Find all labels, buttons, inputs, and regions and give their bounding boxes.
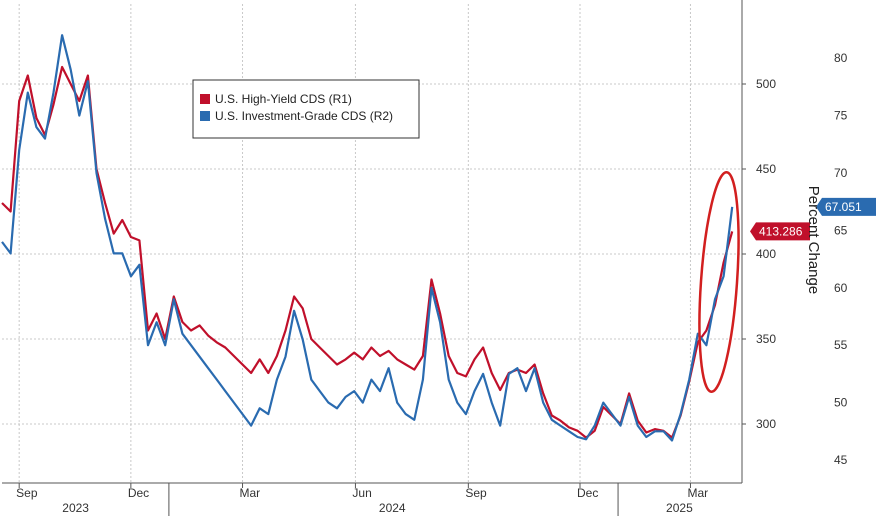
y-right-axis-title: Percent Change bbox=[805, 186, 822, 294]
last-value-badge-1: 67.051 bbox=[816, 197, 876, 216]
last-value-label: 413.286 bbox=[759, 224, 803, 238]
x-year-label: 2025 bbox=[666, 501, 693, 515]
series-line-0 bbox=[1, 65, 734, 439]
badge-shape bbox=[816, 197, 876, 216]
y-right-tick-label: 50 bbox=[834, 396, 848, 410]
y-right-tick-label: 70 bbox=[834, 166, 848, 180]
last-value-label: 67.051 bbox=[825, 200, 862, 214]
y-left-tick-label: 450 bbox=[756, 162, 776, 176]
legend-label-0: U.S. High-Yield CDS (R1) bbox=[215, 92, 352, 106]
highlight-ellipse bbox=[698, 171, 740, 393]
labels: 300 350 400 450 500 Sep Dec Mar Jun Sep Dec Mar 2023… bbox=[16, 51, 847, 515]
y-left-tick-label: 500 bbox=[756, 77, 776, 91]
y-left-tick-label: 400 bbox=[756, 247, 776, 261]
series-lines bbox=[1, 34, 734, 442]
legend: U.S. High-Yield CDS (R1) U.S. Investment-… bbox=[192, 79, 420, 139]
x-tick-label: Sep bbox=[16, 486, 38, 500]
x-tick-label: Dec bbox=[577, 486, 598, 500]
x-tick-label: Sep bbox=[465, 486, 487, 500]
x-tick-label: Dec bbox=[128, 486, 149, 500]
x-tick-label: Mar bbox=[687, 486, 708, 500]
badge-shape bbox=[750, 222, 810, 241]
y-right-tick-label: 80 bbox=[834, 51, 848, 65]
y-right-tick-label: 60 bbox=[834, 281, 848, 295]
y-left-tick-label: 300 bbox=[756, 417, 776, 431]
y-left-tick-label: 350 bbox=[756, 332, 776, 346]
y-right-tick-label: 45 bbox=[834, 453, 848, 467]
x-tick-label: Mar bbox=[240, 486, 261, 500]
y-right-tick-label: 55 bbox=[834, 338, 848, 352]
x-year-label: 2024 bbox=[379, 501, 406, 515]
legend-label-1: U.S. Investment-Grade CDS (R2) bbox=[215, 109, 393, 123]
last-value-badge-0: 413.286 bbox=[750, 222, 810, 241]
legend-swatch-1 bbox=[200, 111, 210, 121]
legend-swatch-0 bbox=[200, 94, 210, 104]
y-right-tick-label: 75 bbox=[834, 109, 848, 123]
series-line-1 bbox=[1, 34, 734, 442]
x-year-label: 2023 bbox=[62, 501, 89, 515]
x-tick-label: Jun bbox=[352, 486, 371, 500]
axes bbox=[2, 0, 746, 516]
y-right-tick-label: 65 bbox=[834, 223, 848, 237]
legend-box bbox=[192, 79, 420, 139]
annotations: 413.286 67.051 bbox=[698, 171, 876, 393]
